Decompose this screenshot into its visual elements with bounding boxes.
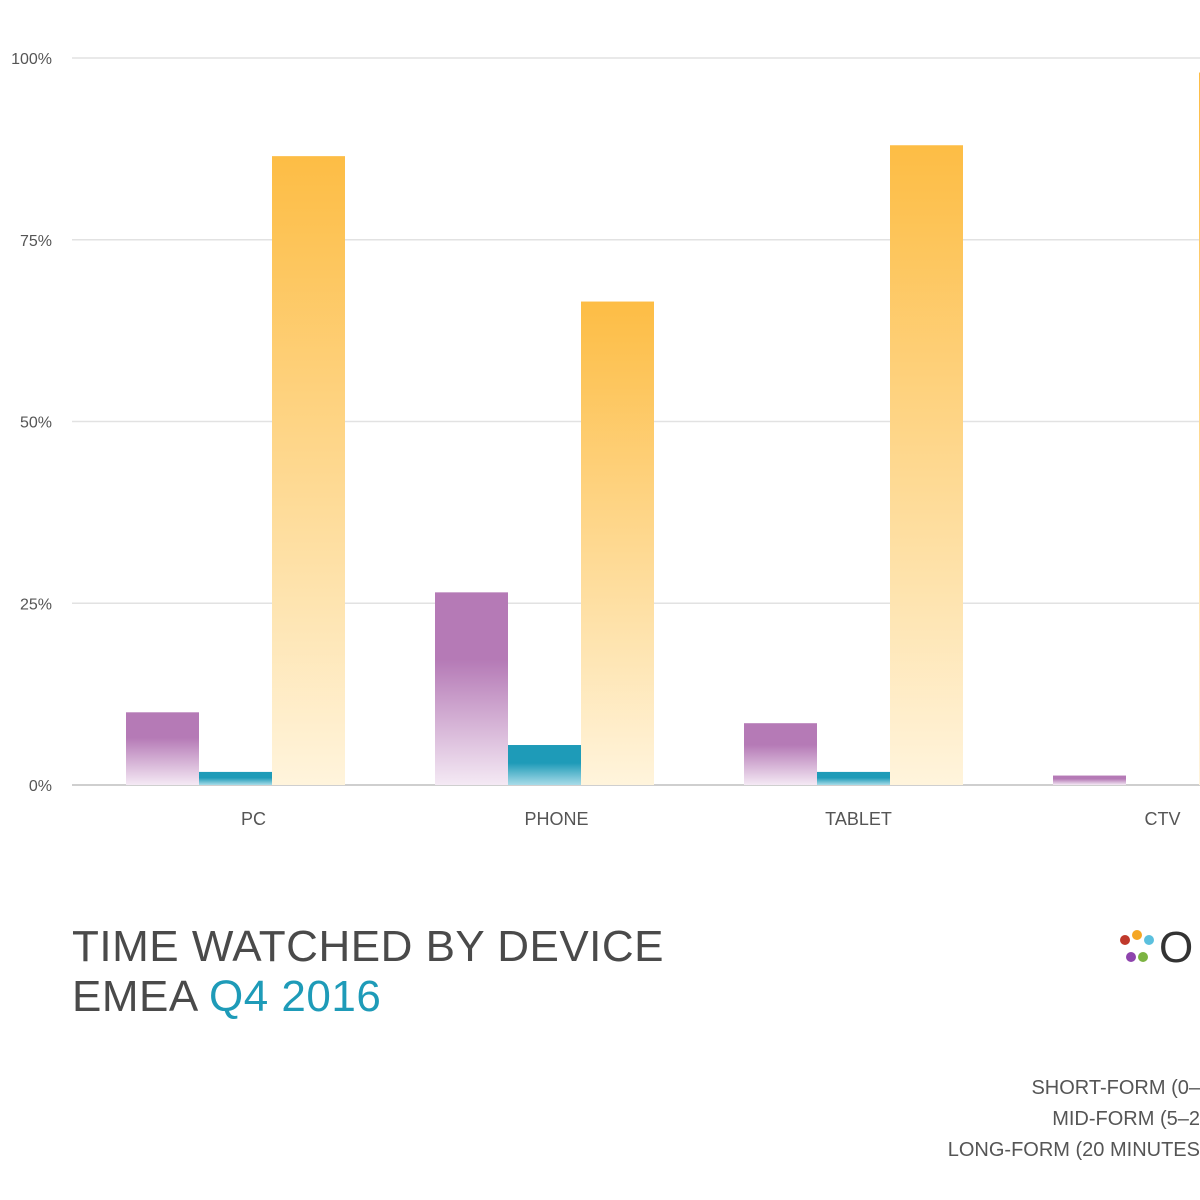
y-tick-label: 25% xyxy=(20,596,52,613)
bars xyxy=(126,72,1200,786)
bar-pc-mid-form xyxy=(199,771,272,785)
bar-pc-long-form xyxy=(272,156,345,785)
logo-text: O xyxy=(1159,923,1194,972)
bar-pc-short-form xyxy=(126,712,199,785)
x-tick-label: PHONE xyxy=(524,809,588,829)
legend-item-long-form: LONG-FORM (20 MINUTES xyxy=(947,1139,1200,1161)
y-tick-label: 75% xyxy=(20,233,52,250)
title-period: Q4 2016 xyxy=(209,972,382,1021)
y-tick-label: 100% xyxy=(11,51,52,68)
bar-tablet-mid-form xyxy=(817,771,890,785)
bar-tablet-long-form xyxy=(890,145,963,786)
x-axis-labels: PC PHONE TABLET CTV xyxy=(241,809,1181,829)
bar-phone-mid-form xyxy=(508,745,581,785)
legend-item-short-form: SHORT-FORM (0– xyxy=(1031,1077,1200,1099)
bar-chart: 0% 25% 50% 75% 100% PC PHONE TABLET CTV xyxy=(11,51,1200,829)
bar-phone-long-form xyxy=(581,301,654,785)
y-tick-label: 50% xyxy=(20,415,52,432)
title-region: EMEA xyxy=(72,972,209,1021)
x-tick-label: PC xyxy=(241,809,266,829)
chart-title: TIME WATCHED BY DEVICE EMEA Q4 2016 xyxy=(72,922,664,1022)
y-tick-label: 0% xyxy=(29,778,52,795)
bar-phone-short-form xyxy=(435,592,508,785)
logo-dots-icon xyxy=(1120,930,1154,962)
title-line-2: EMEA Q4 2016 xyxy=(72,972,664,1022)
y-axis-ticks: 0% 25% 50% 75% 100% xyxy=(11,51,52,795)
x-tick-label: TABLET xyxy=(825,809,892,829)
x-tick-label: CTV xyxy=(1145,809,1181,829)
bar-tablet-short-form xyxy=(744,723,817,785)
title-line-1: TIME WATCHED BY DEVICE xyxy=(72,922,665,971)
legend: SHORT-FORM (0– MID-FORM (5–2 LONG-FORM (… xyxy=(800,1073,1200,1166)
legend-item-mid-form: MID-FORM (5–2 xyxy=(1052,1108,1200,1130)
bar-ctv-short-form xyxy=(1053,775,1126,785)
